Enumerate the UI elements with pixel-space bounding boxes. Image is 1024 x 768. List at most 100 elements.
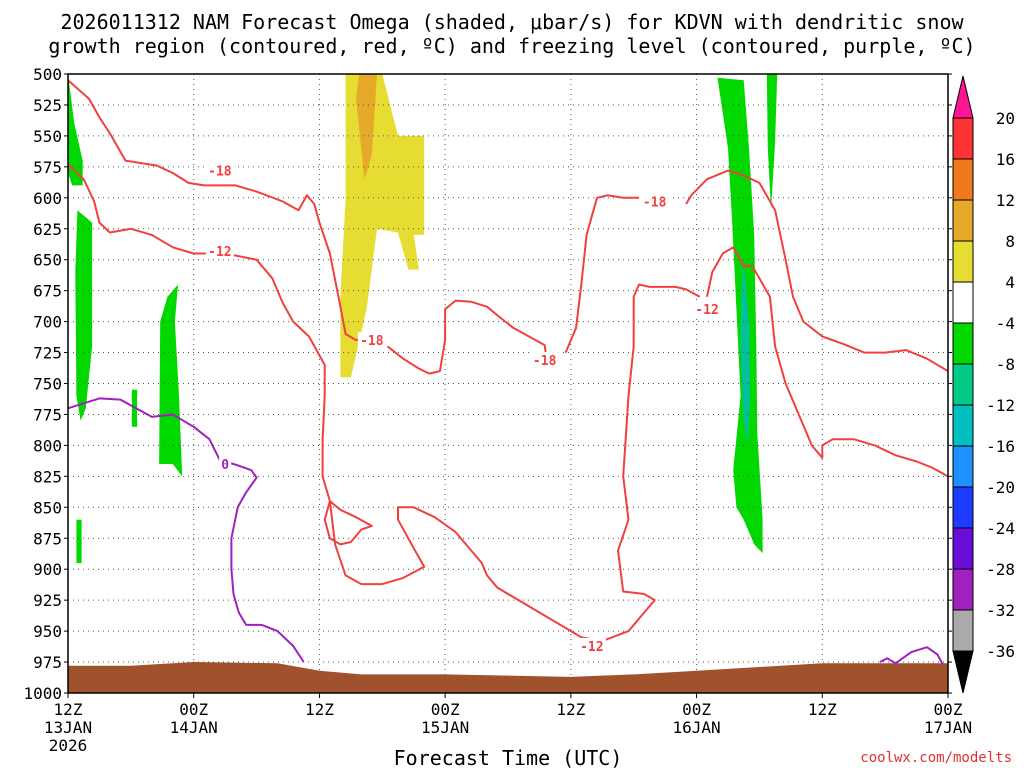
y-tick-label: 950	[33, 622, 62, 641]
freezing-level-right	[879, 646, 944, 665]
colorbar-band	[952, 199, 974, 242]
contour-label: -12	[208, 245, 231, 260]
grid-lines	[68, 74, 948, 693]
colorbar-band	[952, 527, 974, 570]
dgz-contour-upper-mid	[564, 194, 639, 353]
y-tick-label: 650	[33, 251, 62, 270]
contour-label: -18	[533, 354, 557, 369]
colorbar-top-arrow	[952, 75, 974, 119]
y-tick-label: 500	[33, 65, 62, 84]
x-tick-label-date: 15JAN	[421, 718, 469, 737]
y-tick-label: 600	[33, 189, 62, 208]
y-tick-label: 875	[33, 529, 62, 548]
x-tick-label-date: 14JAN	[170, 718, 218, 737]
y-tick-label: 550	[33, 127, 62, 146]
colorbar: 20 16 12 8 4 -4 -8 -12 -16 -20 -24 -28 -32 -36	[952, 75, 1015, 694]
dgz-contour-far-right	[685, 169, 949, 372]
y-tick-label: 900	[33, 560, 62, 579]
dgz-contour-upper-right	[706, 246, 949, 478]
y-tick-label: 575	[33, 158, 62, 177]
contour-label: 0	[221, 458, 229, 473]
colorbar-band	[952, 322, 974, 365]
colorbar-band	[952, 363, 974, 406]
contour-label-bg	[640, 193, 669, 209]
green-omega-right-strip	[766, 74, 778, 211]
x-tick-label-date: 13JAN	[44, 718, 92, 737]
contour-label-bg	[530, 351, 559, 367]
x-tick-label-time: 00Z	[431, 700, 460, 719]
green-omega-right-main	[717, 77, 763, 554]
colorbar-label: 12	[996, 191, 1015, 210]
colorbar-bottom-arrow	[952, 650, 974, 694]
colorbar-band	[952, 158, 974, 201]
colorbar-label: -8	[996, 355, 1015, 374]
colorbar-band	[952, 568, 974, 611]
chart-title-line2: growth region (contoured, red, ºC) and f…	[48, 34, 975, 58]
y-tick-label: 850	[33, 498, 62, 517]
omega-shading	[68, 74, 778, 563]
colorbar-label: -4	[996, 314, 1015, 333]
x-tick-label-time: 12Z	[808, 700, 837, 719]
y-tick-label: 975	[33, 653, 62, 672]
teal-omega-right	[740, 259, 750, 446]
dgz-contour-lower-left	[67, 163, 701, 642]
colorbar-label: -12	[986, 396, 1015, 415]
x-tick-label-time: 00Z	[682, 700, 711, 719]
contour-label: -12	[580, 640, 603, 655]
green-omega-mid-left	[159, 284, 183, 477]
green-omega-left-mid	[75, 210, 93, 421]
colorbar-band	[952, 117, 974, 160]
contour-label-bg	[693, 301, 722, 317]
colorbar-label: 16	[996, 150, 1015, 169]
colorbar-band	[952, 404, 974, 447]
colorbar-band	[952, 281, 974, 324]
colorbar-band	[952, 486, 974, 529]
contour-label-bg	[577, 637, 606, 653]
colorbar-label: 8	[1005, 232, 1015, 251]
credit-text: coolwx.com/modelts	[860, 750, 1012, 766]
y-tick-label: 675	[33, 282, 62, 301]
x-tick-label-year: 2026	[49, 736, 88, 755]
x-tick-label-time: 00Z	[934, 700, 963, 719]
x-tick-label-time: 12Z	[54, 700, 83, 719]
x-tick-label-date: 17JAN	[924, 718, 972, 737]
ground-fill	[68, 662, 948, 693]
x-axis-title: Forecast Time (UTC)	[394, 746, 623, 768]
contour-label-bg	[205, 243, 234, 259]
contour-label-bg	[357, 332, 386, 348]
colorbar-label: -24	[986, 519, 1015, 538]
contour-labels: -18 -12 -18 -18 -18 -12 -12 0	[205, 162, 722, 655]
contour-label: -12	[695, 303, 718, 318]
y-tick-label: 800	[33, 436, 62, 455]
y-tick-label: 825	[33, 467, 62, 486]
colorbar-label: -16	[986, 437, 1015, 456]
y-tick-label: 1000	[23, 684, 62, 703]
y-axis: 500 525 550 575 600 625 650 675 700 725 750 775 800 8…	[23, 65, 952, 703]
dgz-contour-mid	[386, 299, 547, 375]
y-tick-label: 750	[33, 375, 62, 394]
contour-label: -18	[360, 334, 384, 349]
green-omega-left-small	[76, 519, 82, 563]
colorbar-label: -32	[986, 601, 1015, 620]
colorbar-band	[952, 445, 974, 488]
y-tick-label: 525	[33, 96, 62, 115]
colorbar-band	[952, 240, 974, 283]
y-tick-label: 700	[33, 313, 62, 332]
freezing-level-left	[67, 397, 305, 663]
colorbar-label: -20	[986, 478, 1015, 497]
contour-label-bg	[219, 455, 232, 471]
colorbar-label: -36	[986, 642, 1015, 661]
colorbar-label: 20	[996, 109, 1015, 128]
y-tick-label: 725	[33, 344, 62, 363]
x-tick-label-time: 12Z	[556, 700, 585, 719]
ground-surface	[68, 662, 948, 693]
green-omega-left-top	[68, 74, 83, 186]
contours	[67, 79, 949, 665]
x-tick-label-time: 00Z	[179, 700, 208, 719]
yellow-omega-region	[340, 74, 425, 378]
colorbar-label: 4	[1005, 273, 1015, 292]
contour-label-bg	[205, 162, 234, 178]
x-tick-label-time: 12Z	[305, 700, 334, 719]
